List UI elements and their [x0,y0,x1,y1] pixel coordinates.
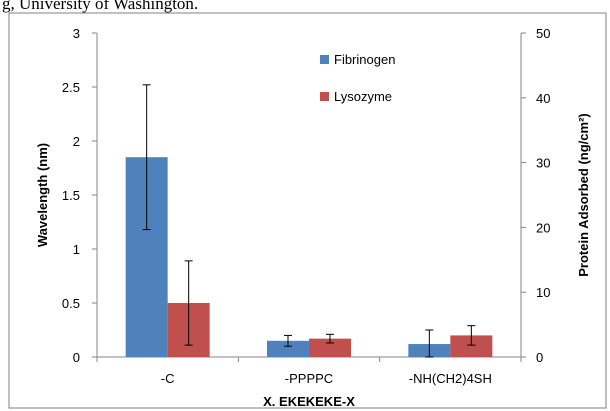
legend: Fibrinogen Lysozyme [320,52,395,104]
y-axis-title: Wavelength (nm) [35,143,50,247]
y2-tick-label: 30 [536,156,550,171]
y-tick-label: 1 [73,242,80,257]
legend-swatch-lysozyme [320,92,329,101]
y2-axis-ticks: 0 10 20 30 40 50 [521,26,550,365]
y2-tick-label: 50 [536,26,550,41]
x-tick-label: -NH(CH2)4SH [409,371,492,386]
y-axis-ticks: 0 0.5 1 1.5 2 2.5 3 [62,26,97,365]
y2-tick-label: 20 [536,220,550,235]
y-tick-label: 2.5 [62,80,80,95]
legend-label-lysozyme: Lysozyme [334,89,392,104]
x-tick-label: -C [161,371,175,386]
y2-tick-label: 10 [536,285,550,300]
y-tick-label: 3 [73,26,80,41]
chart-frame [8,12,607,409]
y-tick-label: 0.5 [62,296,80,311]
bar-fibrinogen-2 [267,340,309,357]
legend-swatch-fibrinogen [320,55,329,64]
bar-lysozyme-3 [450,335,493,357]
bar-lysozyme-2 [309,338,351,357]
bars-layer [125,157,493,357]
x-tick-label: -PPPPC [285,371,333,386]
header-caption: g, University of Washington. [2,0,198,13]
x-axis-ticks: -C -PPPPC -NH(CH2)4SH [96,357,522,386]
y2-tick-label: 0 [536,350,543,365]
y2-tick-label: 40 [536,91,550,106]
y2-axis-title: Protein Adsorbed (ng/cm²) [576,113,591,276]
y-tick-label: 2 [73,134,80,149]
legend-label-fibrinogen: Fibrinogen [334,52,395,67]
error-bars-layer [142,84,476,358]
x-axis-title: X. EKEKEKE-X [263,394,355,409]
y-tick-label: 1.5 [62,188,80,203]
y-tick-label: 0 [73,350,80,365]
